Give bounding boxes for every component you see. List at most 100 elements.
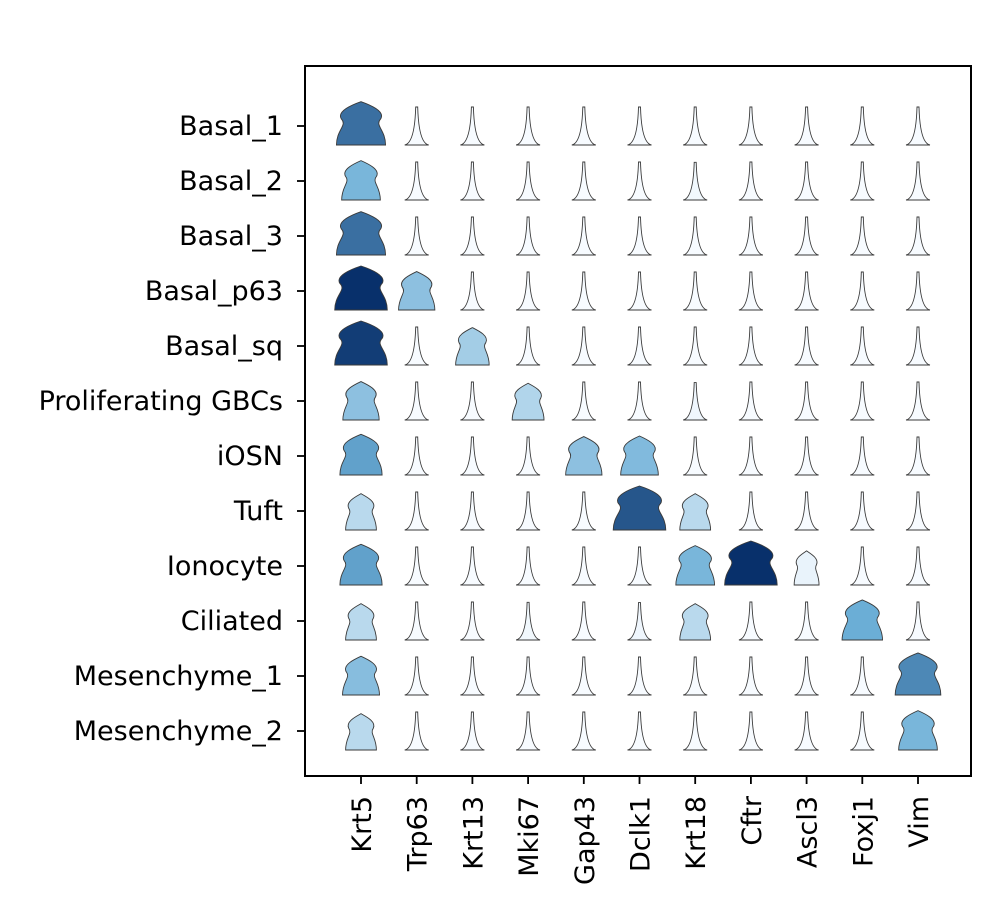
violin-mark: [404, 106, 429, 146]
violin-mark: [794, 106, 819, 146]
violin-mark: [571, 491, 596, 531]
violin-mark: [794, 601, 819, 641]
violin-mark: [460, 546, 485, 586]
violin-mark: [683, 161, 708, 201]
violin-mark: [738, 161, 764, 201]
violin-mark: [679, 493, 712, 531]
axis-ticks: [297, 125, 919, 784]
violin-mark: [342, 381, 380, 421]
violin-mark: [620, 435, 659, 476]
violin-mark: [515, 271, 541, 311]
x-tick-label: Krt18: [681, 796, 712, 870]
violin-mark: [794, 491, 819, 531]
violin-mark: [627, 106, 652, 146]
plot-frame: [304, 65, 972, 777]
violin-mark: [334, 265, 388, 311]
violin-mark: [794, 326, 819, 366]
violin-mark: [724, 540, 778, 586]
violin-mark: [627, 381, 652, 421]
x-axis-labels: Krt5 Trp63 Krt13 Mki67 Gap43 Dclk1 Krt18 Cftr As…: [347, 795, 935, 885]
y-tick-label: Basal_p63: [145, 276, 283, 307]
violin-mark: [571, 161, 596, 201]
violin-mark: [404, 656, 429, 696]
violin-mark: [345, 493, 377, 531]
violin-mark: [460, 601, 485, 641]
violin-mark: [404, 326, 429, 366]
violin-mark: [627, 546, 652, 586]
violin-mark: [738, 656, 764, 696]
violin-mark: [627, 216, 652, 256]
violin-mark: [850, 436, 875, 476]
violin-mark: [738, 216, 764, 256]
y-tick-label: Mesenchyme_2: [74, 716, 283, 747]
violin-mark: [905, 491, 931, 531]
violin-mark: [404, 161, 429, 201]
violin-mark: [612, 485, 667, 531]
violin-mark: [738, 601, 764, 641]
violin-mark: [850, 216, 875, 256]
violin-mark: [850, 546, 875, 586]
violin-mark: [627, 161, 652, 201]
violin-mark: [905, 546, 931, 586]
x-tick-label: Ascl3: [793, 796, 824, 868]
violin-mark: [794, 656, 819, 696]
violin-mark: [679, 603, 712, 641]
violin-mark: [905, 326, 931, 366]
violin-mark: [571, 711, 596, 751]
violin-mark: [515, 436, 541, 476]
violin-mark: [404, 436, 429, 476]
violin-mark: [683, 326, 708, 366]
violin-mark: [515, 491, 541, 531]
violin-mark: [794, 161, 819, 201]
violin-mark: [571, 271, 596, 311]
violin-mark: [627, 326, 652, 366]
violin-mark: [335, 101, 387, 146]
violin-mark: [571, 546, 596, 586]
violin-mark: [460, 491, 485, 531]
violin-mark: [334, 320, 388, 366]
violin-mark: [341, 160, 381, 201]
violin-mark: [342, 655, 380, 696]
y-tick-label: Basal_1: [179, 111, 283, 142]
violin-mark: [794, 216, 819, 256]
violin-mark: [793, 550, 820, 586]
violin-mark: [515, 601, 541, 641]
violin-mark: [460, 161, 485, 201]
x-tick-label: Krt13: [458, 796, 489, 870]
violin-mark: [850, 161, 875, 201]
x-tick-label: Cftr: [737, 795, 768, 845]
violin-mark: [460, 106, 485, 146]
y-tick-label: Mesenchyme_1: [74, 661, 283, 692]
y-tick-label: Basal_2: [179, 166, 283, 197]
violin-mark: [404, 381, 429, 421]
y-tick-label: Basal_sq: [165, 331, 283, 362]
violin-mark: [404, 216, 429, 256]
violin-mark: [627, 656, 652, 696]
x-tick-label: Vim: [904, 796, 935, 848]
violin-mark: [738, 271, 764, 311]
violin-mark: [683, 216, 708, 256]
violin-mark: [515, 106, 541, 146]
violin-mark: [460, 381, 485, 421]
violin-mark: [335, 211, 387, 256]
y-tick-label: Ionocyte: [167, 551, 283, 582]
violin-mark: [571, 326, 596, 366]
violin-mark: [905, 161, 931, 201]
violin-mark: [404, 711, 429, 751]
violin-mark: [627, 271, 652, 311]
violin-mark: [905, 106, 931, 146]
violin-mark: [850, 381, 875, 421]
violin-mark: [683, 106, 708, 146]
y-tick-label: iOSN: [217, 441, 283, 472]
violin-mark: [455, 327, 490, 366]
violin-mark: [404, 601, 429, 641]
violin-mark: [683, 382, 708, 421]
violin-mark: [738, 711, 764, 751]
y-tick-label: Basal_3: [179, 221, 283, 252]
violin-mark: [571, 216, 596, 256]
violin-mark: [794, 436, 819, 476]
violin-mark: [627, 711, 652, 751]
violin-mark: [850, 491, 875, 531]
violin-mark: [460, 271, 485, 311]
